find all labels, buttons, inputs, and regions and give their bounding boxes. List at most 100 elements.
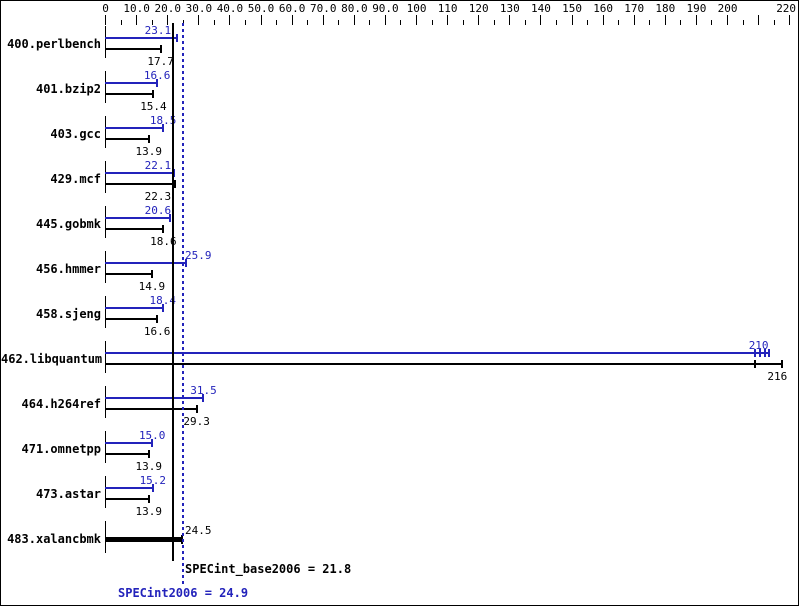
peak-value-label: 18.5 (149, 114, 177, 127)
axis-major-tick (727, 15, 728, 25)
axis-major-tick (789, 15, 791, 25)
axis-major-tick (384, 15, 386, 25)
peak-value-label: 15.2 (139, 474, 167, 487)
peak-bar (105, 127, 164, 129)
axis-minor-tick (369, 20, 371, 25)
peak-bar (105, 217, 170, 219)
axis-tick-label: 200 (717, 2, 738, 15)
peak-bar (105, 352, 770, 354)
axis-minor-tick (120, 20, 122, 25)
peak-value-label: 210 (748, 339, 769, 352)
axis-minor-tick (680, 20, 682, 25)
base-bar (105, 453, 149, 455)
peak-bar-end-tick (763, 349, 766, 357)
axis-major-tick (478, 15, 480, 25)
peak-bar (105, 37, 178, 39)
axis-tick-label: 140 (531, 2, 551, 15)
axis-minor-tick (307, 20, 309, 25)
peak-bar-end-tick (185, 259, 188, 267)
base-bar-end-tick (147, 135, 150, 143)
benchmark-name-label: 462.libquantum (1, 352, 103, 366)
peak-bar (105, 397, 204, 399)
base-bar-end-tick (156, 315, 159, 323)
axis-tick-label: 170 (624, 2, 645, 15)
axis-minor-tick (431, 20, 433, 25)
axis-tick-label: 30.0 (185, 2, 213, 15)
axis-minor-tick (276, 20, 278, 25)
peak-bar (105, 487, 153, 489)
peak-value-label: 23.1 (144, 24, 172, 37)
axis-major-tick (416, 15, 417, 25)
peak-bar-end-tick (168, 214, 171, 222)
row-zero-baseline (105, 341, 106, 373)
base-value-label: 13.9 (135, 505, 163, 518)
base-bar (105, 48, 161, 50)
base-value-label: 16.6 (143, 325, 171, 338)
peak-mean-line (181, 23, 184, 584)
axis-tick-label: 20.0 (154, 2, 182, 15)
peak-bar-end-tick (754, 349, 757, 357)
axis-minor-tick (493, 20, 495, 25)
axis-minor-tick (773, 20, 775, 25)
base-value-label: 15.4 (140, 100, 167, 113)
base-bar (105, 93, 154, 95)
axis-tick-label: 0 (102, 2, 109, 15)
base-bar-end-tick (180, 535, 183, 544)
row-zero-baseline (105, 476, 106, 508)
row-zero-baseline (105, 161, 106, 193)
peak-bar-end-tick (162, 124, 165, 132)
benchmark-name-label: 400.perlbench (7, 37, 101, 51)
peak-bar-end-tick (202, 394, 205, 402)
peak-bar-end-tick (176, 34, 179, 42)
row-zero-baseline (105, 116, 106, 148)
benchmark-name-label: 471.omnetpp (21, 442, 101, 456)
benchmark-name-label: 473.astar (35, 487, 101, 501)
peak-bar-end-tick (151, 439, 154, 447)
base-value-label: 13.9 (135, 145, 163, 158)
axis-major-tick (167, 15, 169, 25)
base-bar-end-tick (195, 405, 198, 413)
row-zero-baseline (105, 386, 106, 418)
peak-bar (105, 442, 153, 444)
axis-major-tick (260, 15, 262, 25)
row-zero-baseline (105, 251, 106, 283)
axis-tick-label: 120 (468, 2, 489, 15)
peak-mean-label: SPECint2006 = 24.9 (118, 586, 249, 600)
axis-tick-label: 50.0 (247, 2, 275, 15)
row-zero-baseline (105, 431, 106, 463)
base-bar (105, 138, 149, 140)
axis-minor-tick (213, 20, 215, 25)
axis-tick-label: 130 (499, 2, 520, 15)
axis-minor-tick (742, 20, 744, 25)
axis-minor-tick (711, 20, 713, 25)
base-bar-end-tick (173, 180, 176, 188)
peak-value-label: 16.6 (143, 69, 171, 82)
benchmark-name-label: 464.h264ref (21, 397, 101, 411)
axis-major-tick (695, 15, 697, 25)
peak-bar-end-tick (156, 79, 159, 87)
benchmark-name-label: 445.gobmk (35, 217, 101, 231)
peak-value-label: 18.4 (149, 294, 177, 307)
peak-bar (105, 82, 158, 84)
base-mean-line (172, 23, 175, 561)
benchmark-name-label: 401.bzip2 (35, 82, 101, 96)
axis-tick-label: 220 (776, 2, 797, 15)
peak-bar-end-tick (759, 349, 762, 357)
axis-minor-tick (524, 20, 526, 25)
base-bar (105, 363, 782, 365)
base-bar (105, 273, 152, 275)
peak-bar-end-tick (161, 304, 164, 312)
base-value-label: 22.3 (144, 190, 172, 203)
base-value-label: 216 (767, 370, 788, 383)
axis-major-tick (633, 15, 635, 25)
axis-minor-tick (555, 20, 557, 25)
row-zero-baseline (105, 26, 106, 58)
base-mean-label: SPECint_base2006 = 21.8 (185, 562, 352, 576)
base-bar-end-tick (150, 270, 153, 278)
base-bar (105, 318, 158, 320)
axis-tick-label: 40.0 (216, 2, 244, 15)
axis-major-tick (322, 15, 324, 25)
base-value-label: 17.7 (147, 55, 174, 68)
axis-minor-tick (649, 20, 651, 25)
base-bar (105, 183, 175, 185)
